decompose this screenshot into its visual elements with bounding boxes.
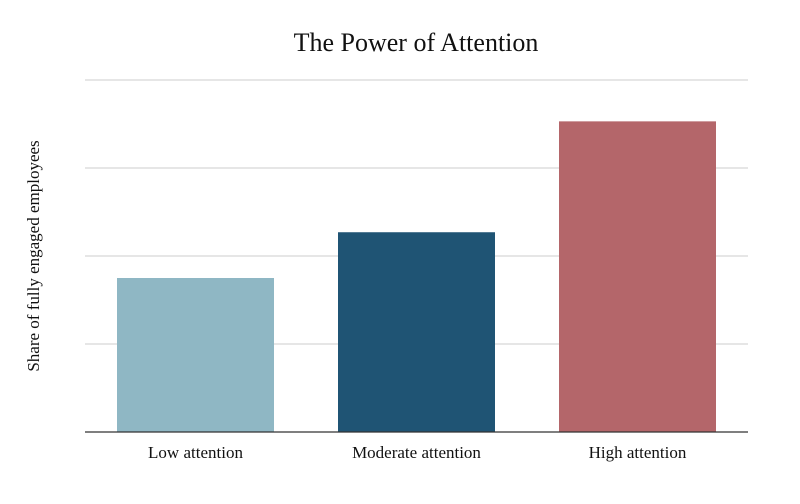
bar-high-attention bbox=[559, 121, 716, 433]
x-tick-label-high-attention: High attention bbox=[589, 443, 687, 462]
y-axis-label: Share of fully engaged employees bbox=[24, 140, 43, 371]
x-tick-label-low-attention: Low attention bbox=[148, 443, 243, 462]
x-tick-label-moderate-attention: Moderate attention bbox=[352, 443, 481, 462]
bars bbox=[117, 121, 716, 433]
x-tick-labels: Low attention Moderate attention High atte… bbox=[148, 443, 687, 462]
bar-low-attention bbox=[117, 278, 274, 432]
bar-moderate-attention bbox=[338, 232, 495, 432]
chart-title: The Power of Attention bbox=[294, 28, 539, 57]
